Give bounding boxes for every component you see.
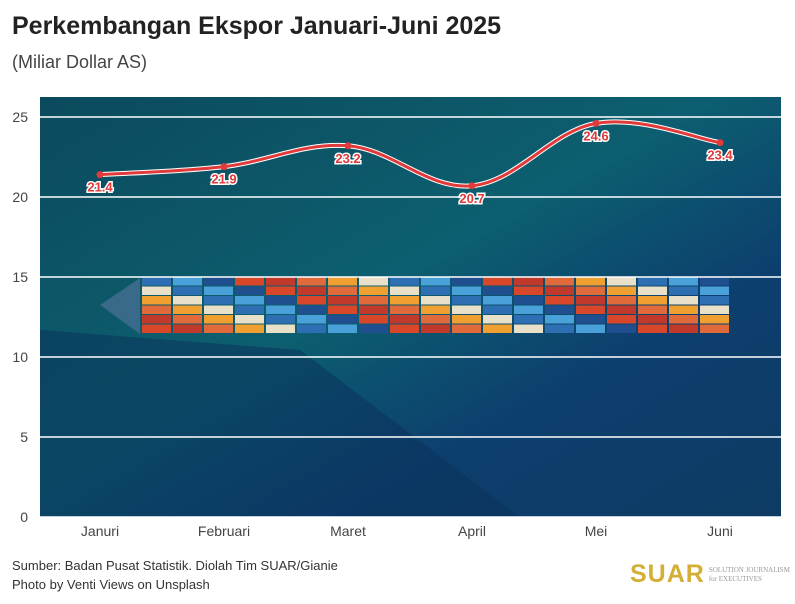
data-point [716,139,724,147]
data-label: 20.7 [459,191,484,206]
ship-shadow [40,330,520,517]
data-label: 23.4 [707,148,733,163]
data-label: 23.2 [335,151,360,166]
data-point [468,182,476,190]
series-line [99,120,721,188]
logo-tagline-2: for EXECUTIVES [708,574,762,583]
logo-name: SUAR [630,560,705,588]
y-tick-label: 15 [12,269,28,285]
ship-illustration [100,277,729,334]
data-label: 24.6 [583,128,608,143]
source-text: Sumber: Badan Pusat Statistik. Diolah Ti… [12,558,338,573]
data-point [592,119,600,127]
chart-title: Perkembangan Ekspor Januari-Juni 2025 [12,12,502,40]
suar-logo: SUAR SOLUTION JOURNALISM for EXECUTIVES [630,560,790,589]
y-tick-label: 25 [12,109,28,125]
x-tick-label: April [458,523,486,539]
x-tick-label: Maret [330,523,366,539]
data-point [344,142,352,150]
x-tick-label: Mei [585,523,608,539]
y-tick-label: 20 [12,189,28,205]
x-tick-label: Februari [198,523,250,539]
y-tick-label: 0 [20,509,28,525]
x-tick-label: Juni [707,523,733,539]
y-tick-label: 10 [12,349,28,365]
y-tick-label: 5 [20,429,28,445]
logo-tagline: SOLUTION JOURNALISM [708,565,790,574]
data-label: 21.9 [211,172,236,187]
data-point [96,171,104,179]
photo-credit: Photo by Venti Views on Unsplash [12,577,210,592]
data-label: 21.4 [87,180,113,195]
chart-subtitle: (Miliar Dollar AS) [12,52,148,72]
x-tick-label: Januri [81,523,119,539]
data-point [220,163,228,171]
